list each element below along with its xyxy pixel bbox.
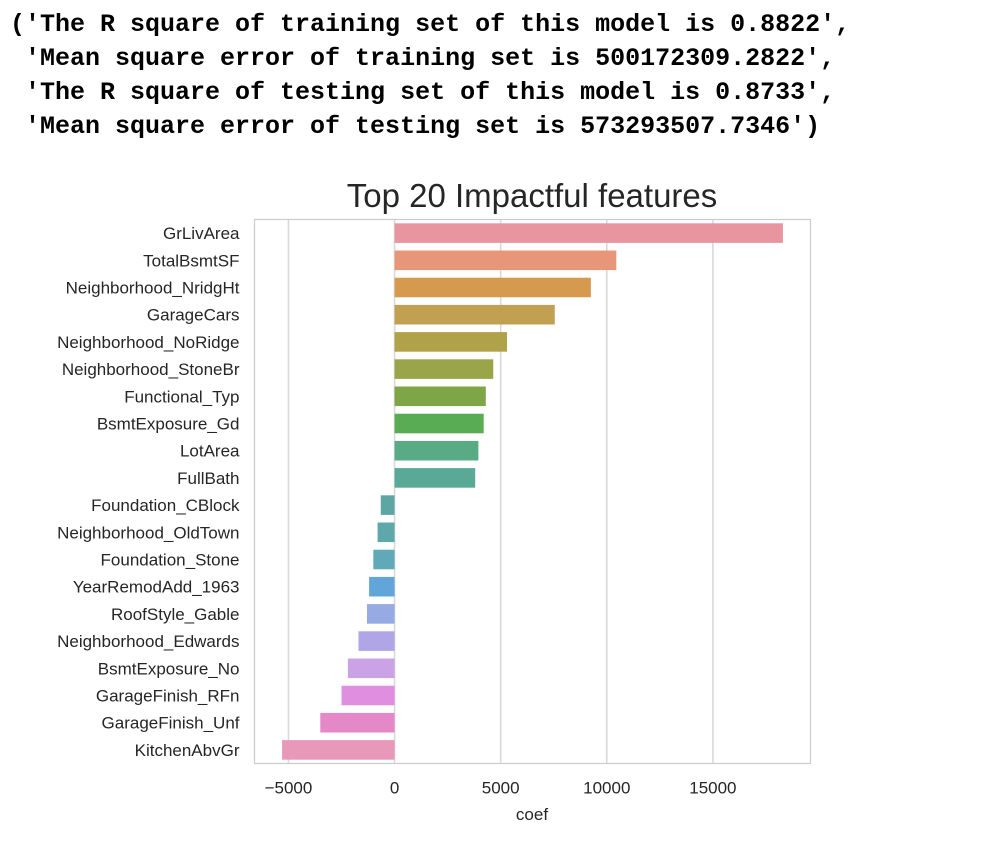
bar	[320, 712, 395, 733]
x-tick-label: −5000	[265, 779, 313, 798]
bars	[282, 223, 783, 760]
category-label: Foundation_CBlock	[91, 496, 240, 515]
x-tick-label: 10000	[583, 779, 630, 798]
bar	[394, 440, 479, 461]
category-label: GrLivArea	[163, 224, 240, 243]
bar	[358, 631, 395, 651]
category-label: TotalBsmtSF	[143, 251, 239, 270]
category-label: LotArea	[180, 442, 240, 461]
bar	[373, 549, 395, 570]
bar	[347, 658, 395, 679]
bar	[394, 413, 484, 434]
bar	[377, 522, 395, 543]
output-line: 'Mean square error of testing set is 573…	[10, 112, 821, 141]
bar	[341, 685, 395, 706]
output-line: 'Mean square error of training set is 50…	[10, 44, 836, 73]
category-label: Functional_Typ	[124, 387, 239, 406]
category-label: Neighborhood_Edwards	[57, 632, 239, 651]
x-tick-label: 15000	[689, 779, 736, 798]
bar	[366, 604, 395, 624]
grid-lines	[287, 219, 714, 764]
x-tick-label: 5000	[482, 779, 520, 798]
category-label: KitchenAbvGr	[135, 741, 240, 760]
bar	[369, 576, 395, 597]
bar	[380, 495, 395, 515]
x-tick-label: 0	[390, 779, 399, 798]
plot-frame	[253, 218, 812, 765]
category-label: Neighborhood_OldTown	[57, 523, 239, 542]
bar	[394, 223, 783, 243]
output-line: ('The R square of training set of this m…	[10, 10, 851, 39]
output-line: 'The R square of testing set of this mod…	[10, 78, 836, 107]
category-label: BsmtExposure_No	[98, 659, 240, 678]
x-axis-label: coef	[516, 805, 548, 824]
category-label: GarageCars	[147, 306, 240, 325]
bar	[394, 468, 476, 488]
category-label: Neighborhood_NoRidge	[57, 333, 239, 352]
x-tick-labels: −5000 0 5000 10000 15000	[265, 779, 737, 798]
bar	[282, 740, 395, 760]
bar	[394, 277, 591, 298]
bar	[394, 304, 555, 325]
category-label: GarageFinish_Unf	[102, 714, 240, 733]
category-label: Neighborhood_StoneBr	[62, 360, 240, 379]
category-labels: GrLivArea TotalBsmtSF Neighborhood_NridgHt…	[57, 224, 240, 760]
category-label: YearRemodAdd_1963	[73, 578, 240, 597]
chart-title: Top 20 Impactful features	[347, 177, 718, 214]
category-label: RoofStyle_Gable	[111, 605, 240, 624]
bar	[394, 386, 486, 407]
category-label: FullBath	[177, 469, 239, 488]
category-label: GarageFinish_RFn	[96, 687, 240, 706]
output-text: ('The R square of training set of this m…	[10, 8, 850, 144]
bar	[394, 250, 617, 271]
bar	[394, 332, 508, 352]
category-label: BsmtExposure_Gd	[97, 415, 240, 434]
bar	[394, 359, 494, 379]
category-label: Neighborhood_NridgHt	[66, 279, 240, 298]
category-label: Foundation_Stone	[101, 551, 240, 570]
